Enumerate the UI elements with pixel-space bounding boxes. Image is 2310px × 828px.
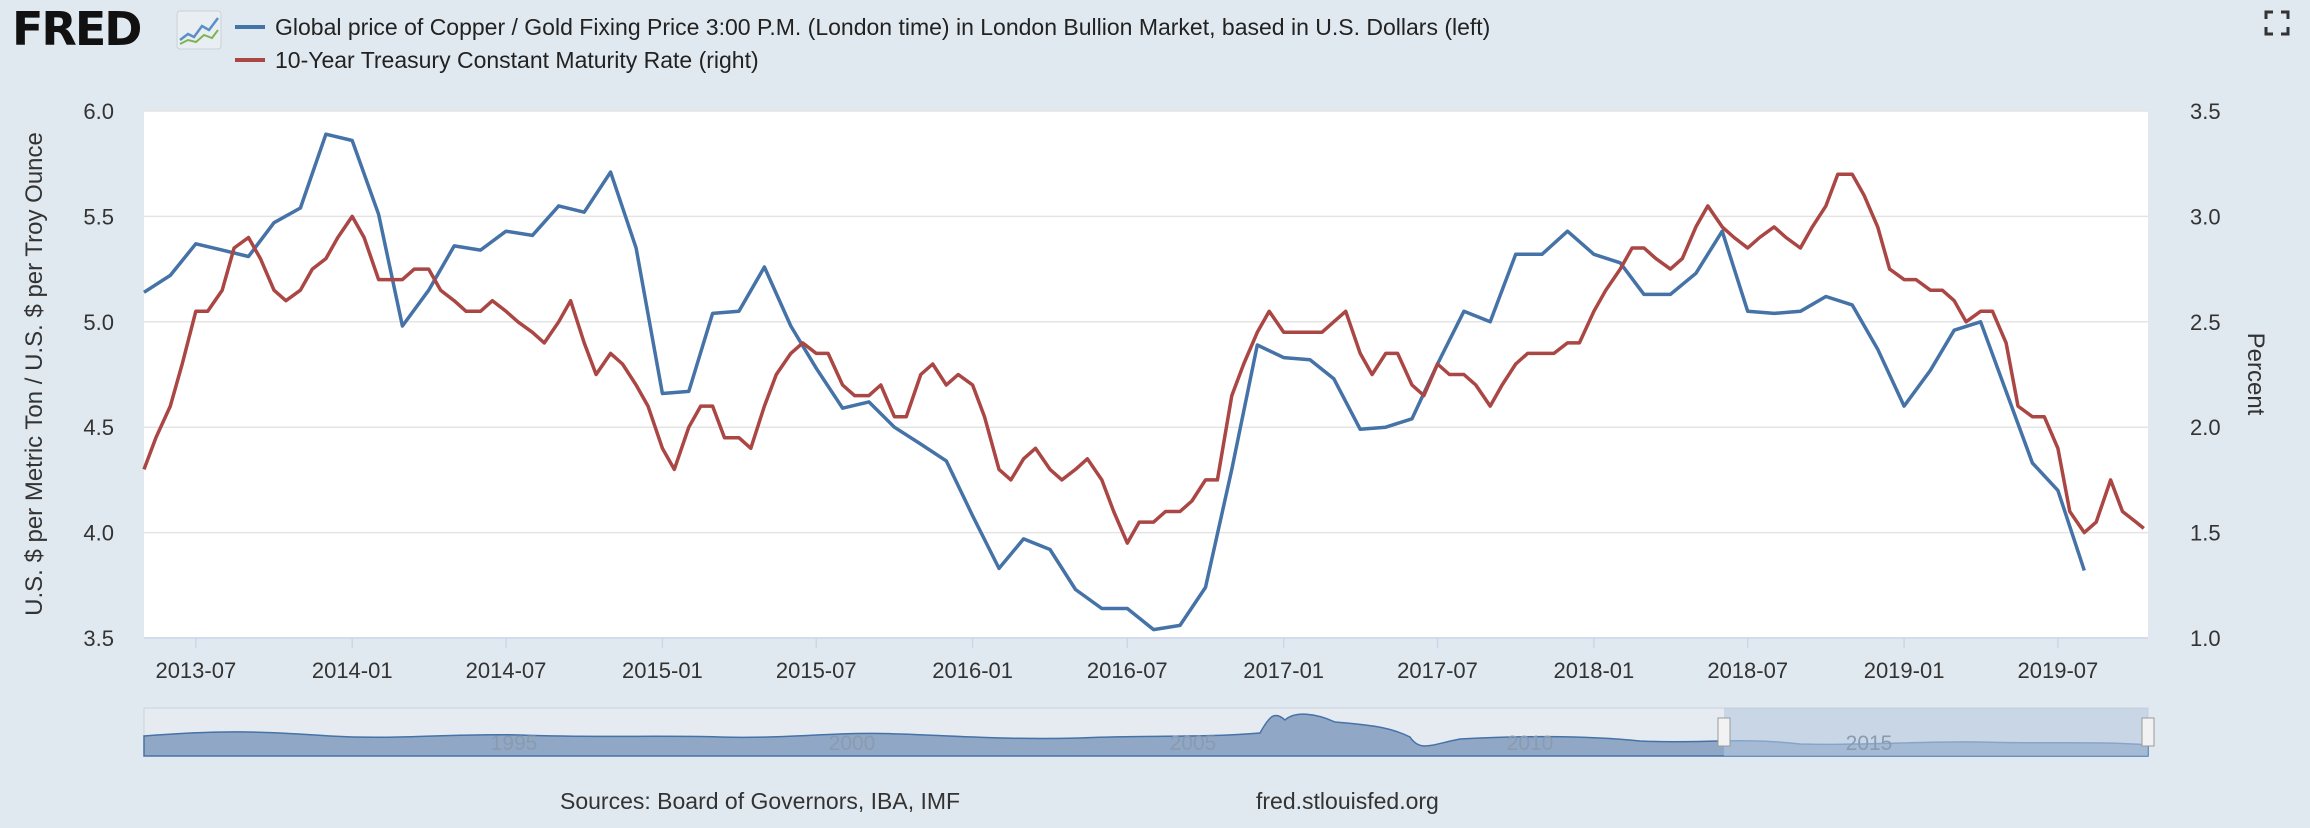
legend-item-treasury[interactable]: 10-Year Treasury Constant Maturity Rate … (235, 45, 759, 75)
y-tick-label: 3.5 (83, 626, 114, 651)
series-line-treasury[interactable] (142, 172, 2145, 545)
x-tick-label: 2014-01 (312, 658, 393, 683)
x-tick-label: 2017-07 (1397, 658, 1478, 683)
navigator-selection[interactable] (1724, 708, 2148, 756)
y2-tick-label: 2.5 (2190, 310, 2221, 335)
y2-tick-label: 1.5 (2190, 521, 2221, 546)
x-axis: 2013-07 2014-01 2014-07 2015-01 2015-07 2016-… (155, 638, 2098, 683)
navigator-label: 2010 (1507, 732, 1554, 755)
y-tick-label: 5.0 (83, 310, 114, 335)
navigator-label: 1995 (491, 732, 538, 755)
x-tick-label: 2016-01 (932, 658, 1013, 683)
sources-text: Sources: Board of Governors, IBA, IMF (560, 788, 961, 814)
navigator[interactable]: 1995 2000 2005 2010 2015 (143, 707, 2155, 757)
plot-area (144, 111, 2148, 638)
y2-axis-label: Percent (2242, 333, 2269, 416)
y2-tick-label: 1.0 (2190, 626, 2221, 651)
series-line-copper-gold[interactable] (143, 132, 2086, 632)
y-axis-label: U.S. $ per Metric Ton / U.S. $ per Troy … (21, 132, 48, 616)
line-chart-icon (176, 10, 222, 50)
legend-swatch-copper-gold (235, 25, 265, 29)
navigator-handle-left[interactable] (1717, 717, 1731, 747)
y-tick-label: 4.5 (83, 415, 114, 440)
x-tick-label: 2018-01 (1554, 658, 1635, 683)
navigator-labels: 1995 2000 2005 2010 2015 (491, 732, 1893, 755)
site-link[interactable]: fred.stlouisfed.org (1256, 788, 1439, 814)
legend-item-copper-gold[interactable]: Global price of Copper / Gold Fixing Pri… (235, 12, 1490, 42)
y-tick-label: 6.0 (83, 99, 114, 124)
x-tick-label: 2015-07 (776, 658, 857, 683)
y-tick-label: 4.0 (83, 521, 114, 546)
x-tick-label: 2013-07 (155, 658, 236, 683)
x-tick-label: 2015-01 (622, 658, 703, 683)
y-axis-right: 1.0 1.5 2.0 2.5 3.0 3.5 (2190, 99, 2221, 651)
legend-swatch-treasury (235, 58, 265, 62)
legend-label-treasury: 10-Year Treasury Constant Maturity Rate … (275, 46, 759, 73)
navigator-label: 2000 (829, 732, 876, 755)
navigator-handle-right[interactable] (2141, 717, 2155, 747)
x-tick-label: 2016-07 (1087, 658, 1168, 683)
navigator-label: 2015 (1846, 732, 1893, 755)
navigator-label: 2005 (1170, 732, 1217, 755)
y2-tick-label: 2.0 (2190, 415, 2221, 440)
legend-label-copper-gold: Global price of Copper / Gold Fixing Pri… (275, 13, 1491, 40)
fred-wordmark: FRED (12, 2, 142, 56)
gridlines (144, 110, 2148, 639)
x-tick-label: 2018-07 (1707, 658, 1788, 683)
x-tick-label: 2014-07 (466, 658, 547, 683)
y-axis-left: 3.5 4.0 4.5 5.0 5.5 6.0 (83, 99, 114, 651)
x-tick-label: 2019-01 (1864, 658, 1945, 683)
x-tick-label: 2019-07 (2018, 658, 2099, 683)
series-layer (142, 132, 2145, 632)
y2-tick-label: 3.0 (2190, 204, 2221, 229)
y-tick-label: 5.5 (83, 204, 114, 229)
fullscreen-icon[interactable] (2264, 10, 2290, 36)
y2-tick-label: 3.5 (2190, 99, 2221, 124)
x-tick-label: 2017-01 (1243, 658, 1324, 683)
